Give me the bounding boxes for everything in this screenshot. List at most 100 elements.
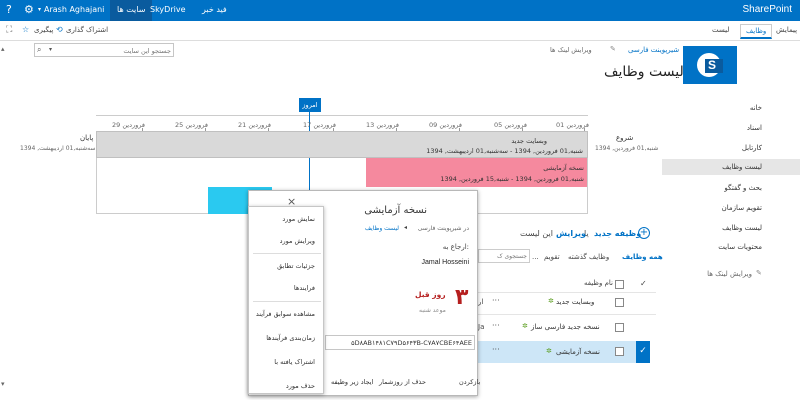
- row-checkbox[interactable]: [615, 298, 624, 307]
- row-selected-check-icon[interactable]: ✓: [636, 341, 650, 363]
- today-marker: امروز: [299, 98, 321, 112]
- menu-item-workflow-schedule[interactable]: زمان‌بندی فرآیندها: [266, 334, 315, 342]
- view-calendar[interactable]: تقویم: [544, 253, 560, 261]
- menu-item-delete[interactable]: حذف مورد: [285, 382, 315, 390]
- view-past-tasks[interactable]: وظایف گذشته: [568, 253, 610, 261]
- truncated-cell: ار: [478, 298, 484, 306]
- view-more[interactable]: ...: [532, 253, 539, 261]
- timeline-end-label: پایان: [80, 134, 94, 142]
- chevron-down-icon[interactable]: ▾: [49, 46, 53, 53]
- chevron-left-icon: ◂: [403, 224, 407, 231]
- timeline-bar-website[interactable]: وبسایت جدید شنبه,01 فروردین, 1394 - سه‌ش…: [96, 131, 588, 158]
- timeline-start-label: شروع: [616, 134, 634, 142]
- search-icon[interactable]: ⌕: [37, 45, 42, 54]
- site-logo[interactable]: S: [683, 46, 737, 84]
- callout-open-button[interactable]: بازکردن: [459, 378, 481, 386]
- focus-icon[interactable]: ⛶: [6, 25, 13, 35]
- list-item-name[interactable]: وبسایت جدید: [556, 298, 595, 306]
- close-icon[interactable]: ×: [287, 195, 297, 208]
- edit-list-link[interactable]: ویرایش: [556, 229, 587, 238]
- tick-mark: [205, 128, 206, 133]
- tab-tasks[interactable]: وظایف: [740, 24, 773, 39]
- view-all-tasks[interactable]: همه وظایف: [622, 253, 663, 261]
- edit-links[interactable]: ویرایش لینک ها: [550, 46, 592, 54]
- timeline-tick: فروردین 29: [112, 121, 145, 129]
- suite-link-newsfeed[interactable]: فید خبر: [202, 5, 227, 14]
- suite-link-skydrive[interactable]: SkyDrive: [150, 5, 186, 14]
- bar-dates: شنبه,01 فروردین, 1394 - سه‌شنبه,01 اردیب…: [426, 147, 583, 155]
- ellipsis-icon[interactable]: ···: [492, 345, 500, 354]
- row-divider: [478, 314, 656, 315]
- today-line: [309, 112, 310, 214]
- select-all-checkbox[interactable]: [615, 280, 624, 289]
- callout-path-list[interactable]: لیست وظایف: [364, 225, 399, 232]
- search-box[interactable]: ⌕ ▾: [34, 43, 174, 57]
- or-text: یا: [584, 229, 589, 238]
- menu-item-shared-with[interactable]: اشتراک یافته با: [274, 358, 315, 366]
- menu-item-workflow-history[interactable]: مشاهده سوابق فرآیند: [255, 310, 315, 318]
- user-menu[interactable]: Arash Aghajani: [44, 5, 105, 14]
- new-task-link[interactable]: وظیفه جدید: [594, 229, 642, 238]
- table-row-selected[interactable]: [478, 341, 636, 363]
- nav-item-discussion[interactable]: بحث و گفتگو: [724, 184, 762, 192]
- menu-item-edit[interactable]: ویرایش مورد: [279, 237, 315, 245]
- search-input[interactable]: [61, 45, 171, 56]
- gear-icon[interactable]: ⚙: [24, 3, 34, 16]
- ellipsis-icon[interactable]: ···: [492, 321, 500, 330]
- star-icon: ☆: [22, 25, 30, 34]
- suite-link-sites[interactable]: سایت ها: [110, 0, 153, 21]
- menu-item-workflows[interactable]: فرایندها: [293, 284, 315, 292]
- tab-browse[interactable]: پیمایش: [776, 26, 798, 34]
- timeline-tick: فروردین 13: [366, 121, 399, 129]
- list-item-name[interactable]: نسخه آزمایشی: [556, 348, 600, 356]
- nav-item-home[interactable]: خانه: [749, 104, 762, 112]
- edit-icon: ✎: [610, 45, 616, 53]
- timeline-tick: فروردین 05: [494, 121, 527, 129]
- callout-title: نسخه آزمایشی: [364, 205, 427, 216]
- timeline-bar-beta[interactable]: نسخه آزمایشی شنبه,01 فروردین, 1394 - شنب…: [366, 158, 588, 187]
- tick-mark: [142, 128, 143, 133]
- tab-list[interactable]: لیست: [712, 26, 730, 34]
- row-checkbox[interactable]: [615, 347, 624, 356]
- nav-item-documents[interactable]: اسناد: [746, 124, 762, 132]
- share-button[interactable]: اشتراک گذاری: [66, 26, 109, 34]
- assigned-label: ارجاع به:: [442, 243, 469, 251]
- add-icon[interactable]: +: [638, 227, 650, 239]
- list-search-box[interactable]: [478, 249, 530, 263]
- menu-item-compliance[interactable]: جزئیات تطابق: [277, 262, 315, 270]
- follow-button[interactable]: پیگیری: [34, 26, 54, 34]
- nav-item-task-list[interactable]: لیست وظایف: [662, 159, 800, 175]
- column-header-name[interactable]: نام وظیفه: [584, 279, 613, 287]
- assigned-to[interactable]: Jamal Hosseini: [421, 259, 469, 266]
- list-search-input[interactable]: [481, 251, 527, 261]
- ribbon-bar: ⛶ ☆ پیگیری ⟲ اشتراک گذاری لیست وظایف پیم…: [0, 21, 800, 41]
- menu-item-view[interactable]: نمایش مورد: [282, 215, 315, 223]
- ellipsis-icon[interactable]: ···: [492, 296, 500, 305]
- nav-item-task-list-2[interactable]: لیست وظایف: [722, 224, 762, 232]
- scroll-up-icon[interactable]: ▴: [1, 45, 5, 53]
- scroll-down-icon[interactable]: ▾: [1, 380, 5, 388]
- callout-create-subtask-button[interactable]: ایجاد زیر وظیفه: [331, 378, 374, 386]
- callout-path-site[interactable]: در شیرپوینت فارسی: [417, 225, 469, 232]
- days-number: ۳: [455, 285, 469, 310]
- nav-item-kartable[interactable]: کارتابل: [741, 144, 762, 152]
- callout-remove-timeline-button[interactable]: حذف از روزشمار: [379, 378, 426, 386]
- help-icon[interactable]: ?: [6, 3, 12, 16]
- new-icon: ✲: [522, 322, 528, 330]
- guid-field[interactable]: ۵D۸AB۱۴۸۱C۷۹D۵۶۴۳B-C۷A۷CBE۶۴AEE: [325, 335, 475, 350]
- timeline-tick: فروردین 01: [556, 121, 589, 129]
- bar-title: وبسایت جدید: [511, 137, 547, 145]
- list-item-name[interactable]: نسخه جدید فارسی ساز: [531, 323, 600, 331]
- row-checkbox[interactable]: [615, 323, 624, 332]
- row-divider: [478, 292, 656, 293]
- nav-item-site-contents[interactable]: محتویات سایت: [718, 243, 762, 251]
- share-icon: ⟲: [56, 25, 63, 34]
- brand-label[interactable]: SharePoint: [742, 4, 792, 15]
- bar-dates: شنبه,01 فروردین, 1394 - شنبه,15 فروردین,…: [440, 175, 584, 183]
- menu-divider: [253, 253, 321, 254]
- days-sub: موعد شنبه: [419, 307, 446, 314]
- nav-edit-links[interactable]: ویرایش لینک ها: [707, 270, 752, 278]
- truncated-cell: Ja: [478, 323, 485, 331]
- breadcrumb[interactable]: شیرپوینت فارسی: [628, 46, 680, 54]
- nav-item-calendar[interactable]: تقویم سازمان: [721, 204, 762, 212]
